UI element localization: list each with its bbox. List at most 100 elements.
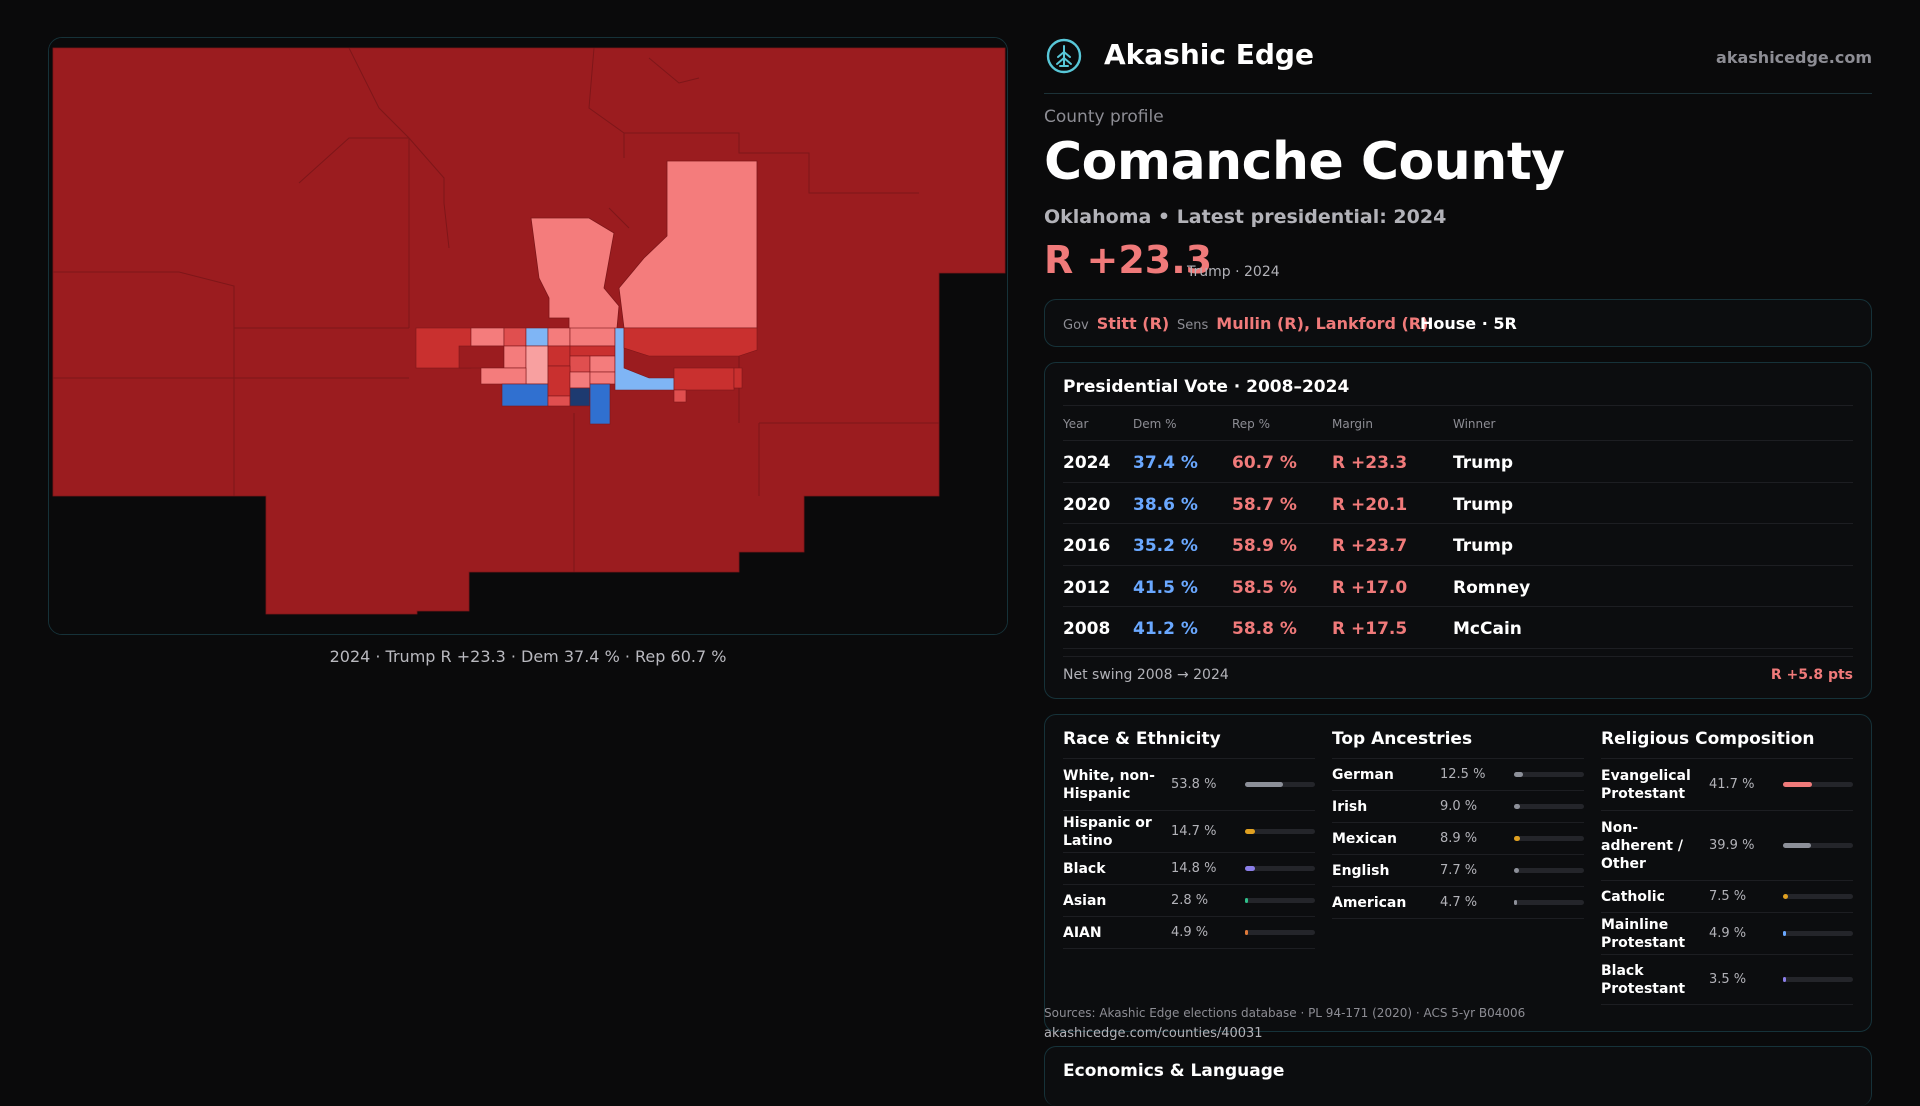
table-row[interactable]: 2016 35.2 % 58.9 % R +23.7 Trump [1063,524,1853,566]
table-row[interactable]: 2008 41.2 % 58.8 % R +17.5 McCain [1063,607,1853,649]
row-winner: Trump [1453,536,1514,556]
eyebrow-label: County profile [1044,107,1164,127]
religion-title: Religious Composition [1601,729,1853,759]
economics-title: Economics & Language [1063,1061,1285,1081]
senators-names: Mullin (R), Lankford (R) [1216,314,1429,333]
brand-name[interactable]: Akashic Edge [1104,38,1314,71]
row-margin: R +23.3 [1332,453,1408,473]
net-swing-row: Net swing 2008 → 2024 R +5.8 pts [1063,656,1853,686]
governor-name: Stitt (R) [1096,314,1170,333]
bar-fill [1514,836,1521,841]
list-item: English 7.7 % [1332,855,1584,887]
table-row[interactable]: 2012 41.5 % 58.5 % R +17.0 Romney [1063,566,1853,607]
site-link[interactable]: akashicedge.com [1716,48,1872,67]
list-item: American 4.7 % [1332,887,1584,919]
row-year: 2016 [1063,536,1111,556]
row-dem: 41.2 % [1133,619,1198,639]
item-label: American [1332,895,1407,911]
item-label: White, non-Hispanic [1063,768,1155,802]
margin-note: Trump · 2024 [1187,264,1280,280]
item-value: 4.9 % [1171,925,1209,940]
bar-fill [1783,843,1811,848]
item-label: German [1332,767,1394,783]
bar-fill [1245,782,1283,787]
governor-item: Gov Stitt (R) [1063,314,1169,333]
item-value: 41.7 % [1709,777,1755,792]
county-url[interactable]: akashicedge.com/counties/40031 [1044,1026,1263,1041]
county-map[interactable] [48,37,1008,635]
list-item: Black Protestant 3.5 % [1601,955,1853,1005]
bar-fill [1783,782,1813,787]
item-value: 4.7 % [1440,895,1478,910]
bar-track [1245,782,1315,787]
row-dem: 38.6 % [1133,494,1198,515]
item-label: Non-adherent / Other [1601,820,1683,872]
precinct-urban-core[interactable] [415,327,758,425]
race-title: Race & Ethnicity [1063,729,1315,759]
bar-track [1514,804,1584,809]
item-label: Catholic [1601,889,1665,905]
bar-fill [1514,868,1520,873]
header-dem: Dem % [1133,417,1177,431]
row-year: 2012 [1063,577,1111,598]
item-label: Evangelical Protestant [1601,768,1691,802]
item-value: 53.8 % [1171,777,1217,792]
county-subtitle: Oklahoma • Latest presidential: 2024 [1044,206,1447,228]
row-rep: 60.7 % [1232,453,1297,473]
page-title: Comanche County [1044,132,1565,192]
gov-label: Gov [1063,318,1089,333]
swing-label: Net swing 2008 → 2024 [1063,667,1229,683]
item-value: 3.5 % [1709,972,1747,987]
bar-fill [1245,866,1256,871]
bar-track [1783,843,1853,848]
row-year: 2024 [1063,453,1111,473]
row-dem: 37.4 % [1133,453,1198,473]
list-item: German 12.5 % [1332,759,1584,791]
item-label: AIAN [1063,925,1102,941]
religion-column: Religious Composition Evangelical Protes… [1601,729,1853,1005]
item-label: Hispanic or Latino [1063,815,1152,849]
bar-track [1514,868,1584,873]
list-item: Non-adherent / Other 39.9 % [1601,811,1853,881]
row-year: 2020 [1063,494,1111,515]
house-item: House · 5R [1420,314,1517,333]
list-item: Mexican 8.9 % [1332,823,1584,855]
row-rep: 58.7 % [1232,494,1297,515]
bar-fill [1783,931,1787,936]
race-ethnicity-column: Race & Ethnicity White, non-Hispanic 53.8… [1063,729,1315,949]
item-label: Black [1063,861,1106,877]
list-item: Mainline Protestant 4.9 % [1601,913,1853,955]
list-item: Asian 2.8 % [1063,885,1315,917]
header-margin: Margin [1332,417,1373,431]
bar-track [1245,930,1315,935]
row-winner: Trump [1453,494,1514,515]
list-item: Hispanic or Latino 14.7 % [1063,811,1315,853]
item-value: 14.7 % [1171,824,1217,839]
bar-track [1514,836,1584,841]
religion-list: Evangelical Protestant 41.7 % Non-adherent… [1601,759,1853,1005]
item-value: 7.7 % [1440,863,1478,878]
item-value: 2.8 % [1171,893,1209,908]
swing-value: R +5.8 pts [1770,667,1853,683]
precinct-lean-rep-northeast[interactable] [618,160,758,329]
bar-fill [1514,900,1518,905]
list-item: White, non-Hispanic 53.8 % [1063,759,1315,811]
row-rep: 58.5 % [1232,577,1297,598]
ancestry-list: German 12.5 % Irish 9.0 % Mexican 8.9 % Englis… [1332,759,1584,919]
row-dem: 35.2 % [1133,536,1198,556]
senators-item: Sens Mullin (R), Lankford (R) [1177,314,1428,333]
sources-note: Sources: Akashic Edge elections database… [1044,1006,1526,1020]
item-value: 39.9 % [1709,838,1755,853]
header-year: Year [1063,417,1089,431]
table-row[interactable]: 2024 37.4 % 60.7 % R +23.3 Trump [1063,441,1853,483]
item-value: 12.5 % [1440,767,1486,782]
race-list: White, non-Hispanic 53.8 % Hispanic or Lat… [1063,759,1315,949]
item-value: 9.0 % [1440,799,1478,814]
precinct-map-svg[interactable] [49,38,1008,635]
table-row[interactable]: 2020 38.6 % 58.7 % R +20.1 Trump [1063,483,1853,524]
row-rep: 58.8 % [1232,619,1297,639]
bar-fill [1783,894,1789,899]
tree-logo-icon[interactable] [1046,38,1082,74]
ancestry-title: Top Ancestries [1332,729,1584,759]
table-header: Year Dem % Rep % Margin Winner [1063,405,1853,441]
